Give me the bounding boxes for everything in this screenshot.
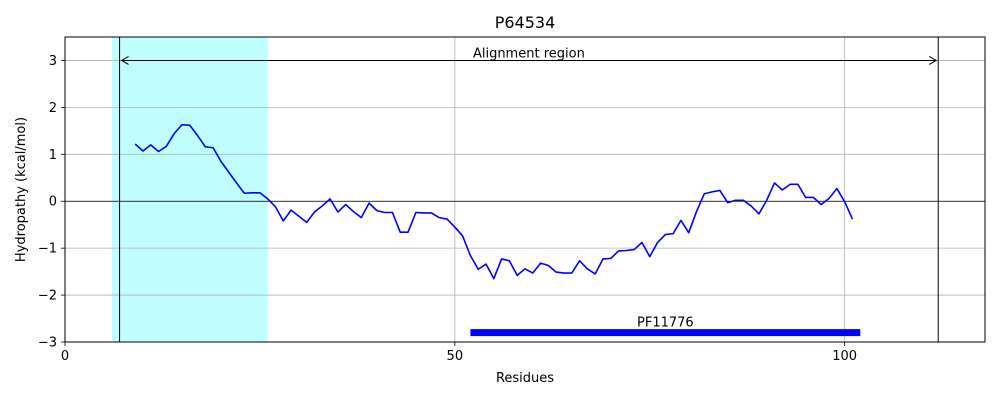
- x-tick-label: 50: [447, 349, 464, 364]
- domain-bar: [470, 329, 861, 337]
- highlight-layer: [111, 37, 268, 342]
- x-tick-label: 0: [61, 349, 69, 364]
- plot-frame: [64, 36, 986, 343]
- y-tick-label: −1: [38, 242, 57, 257]
- ticks-layer: 0 50 100 −3 −2 −1 0 1 2 3: [38, 54, 857, 364]
- y-tick-label: −2: [38, 289, 57, 304]
- series-layer: [134, 123, 854, 280]
- y-axis-title: Hydropathy (kcal/mol): [14, 117, 29, 262]
- domains-layer: PF11776: [470, 316, 861, 337]
- alignment-arrow-right-head: [928, 56, 938, 65]
- chart-title: P64534: [495, 13, 556, 32]
- y-tick-label: 0: [49, 195, 57, 210]
- x-axis-title: Residues: [496, 371, 554, 386]
- highlight-band: [111, 37, 268, 342]
- y-tick-label: −3: [38, 336, 57, 351]
- x-tick-label: 100: [832, 349, 857, 364]
- y-tick-label: 2: [49, 101, 57, 116]
- y-tick-label: 1: [49, 148, 57, 163]
- hydropathy-series-line: [134, 123, 854, 280]
- alignment-region-label: Alignment region: [473, 46, 585, 61]
- alignment-arrow-left-head: [120, 56, 129, 65]
- domain-label: PF11776: [637, 316, 694, 331]
- y-tick-label: 3: [49, 54, 57, 69]
- alignment-layer: Alignment region: [119, 37, 939, 342]
